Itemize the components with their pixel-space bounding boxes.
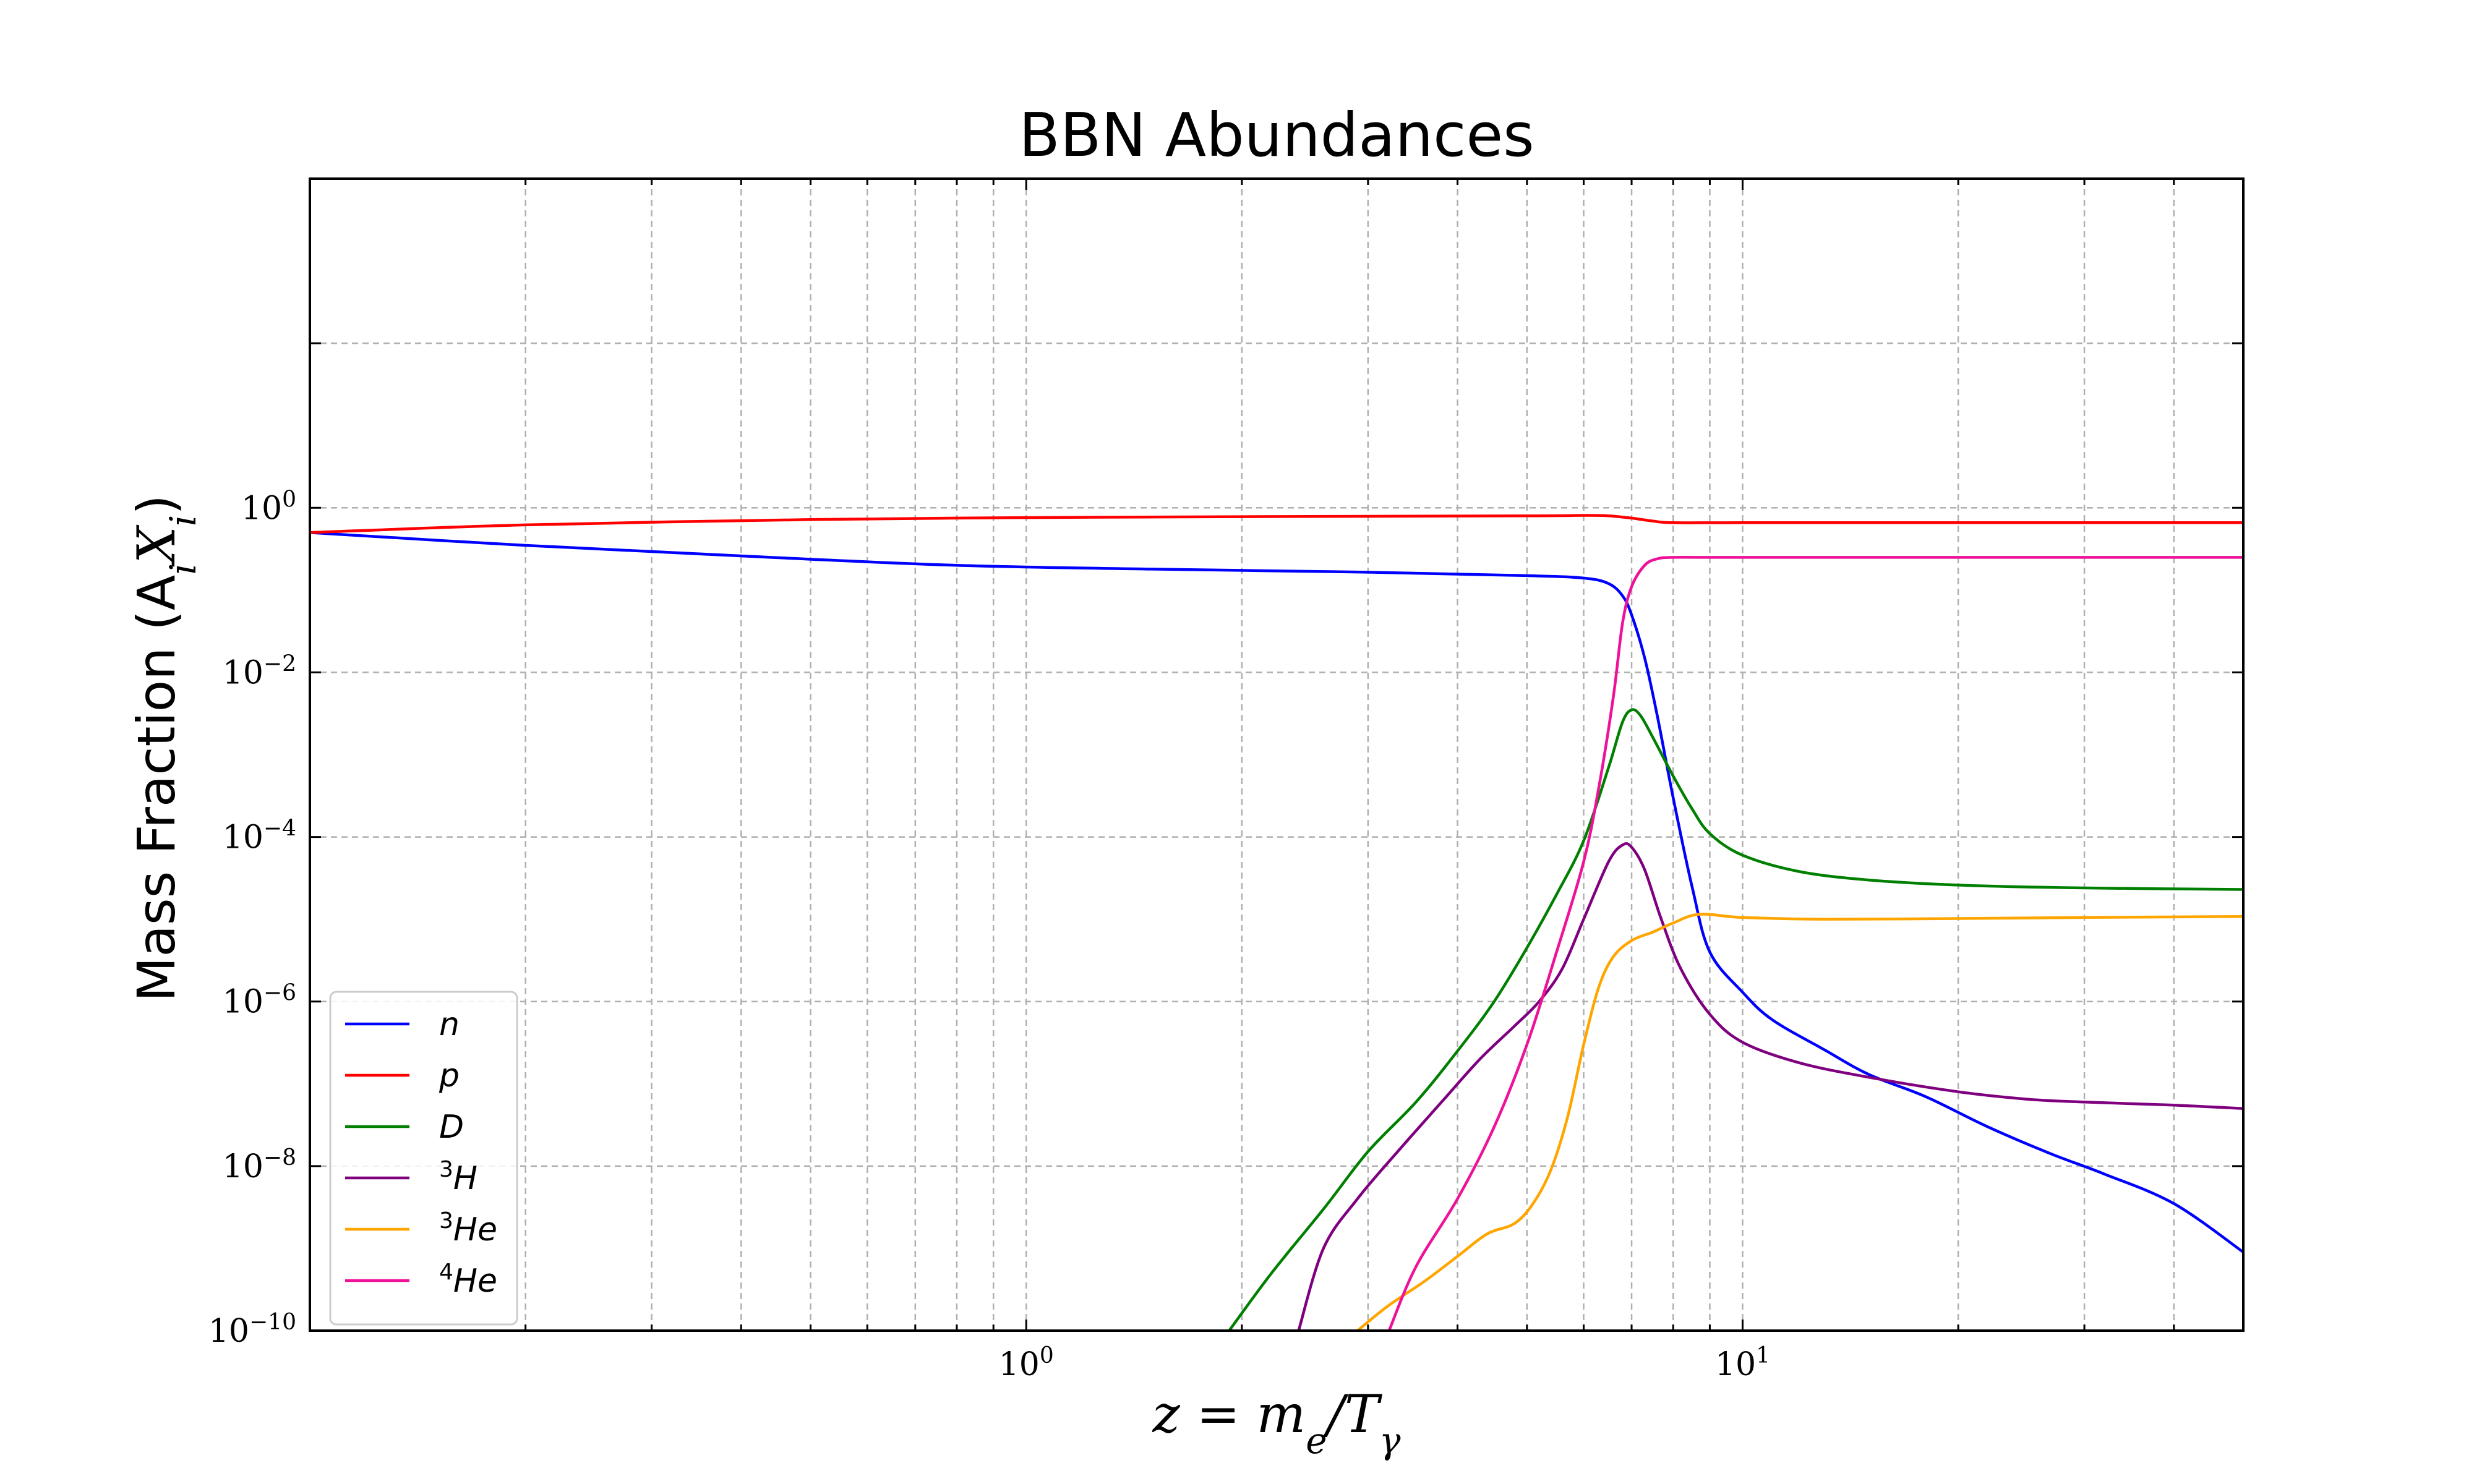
series-line-d bbox=[1228, 708, 2243, 1331]
x-tick-label: 100 bbox=[999, 1343, 1054, 1384]
series-line-3h bbox=[1297, 842, 2243, 1331]
y-tick-label: 10−2 bbox=[223, 651, 296, 692]
series-line-4he bbox=[1387, 555, 2243, 1331]
y-tick-label: 100 bbox=[241, 487, 296, 527]
legend-label: 3He bbox=[439, 1208, 497, 1249]
y-tick-label: 10−4 bbox=[223, 816, 296, 856]
series-line-p bbox=[310, 514, 2243, 534]
series-line-n bbox=[310, 531, 2243, 1254]
series-line-3he bbox=[1356, 913, 2243, 1331]
series-lines bbox=[310, 514, 2243, 1331]
x-axis-label: z = me/Tγ bbox=[1152, 1384, 1400, 1462]
legend-label: 4He bbox=[439, 1260, 497, 1300]
grid-lines bbox=[310, 179, 2243, 1331]
axis-ticks: 100 101 100 10−2 10−4 10−6 10−8 10−10 bbox=[208, 177, 2243, 1384]
chart-title: BBN Abundances bbox=[1019, 100, 1534, 170]
y-axis-label: Mass Fraction (AiXi) bbox=[126, 495, 204, 1002]
x-tick-label: 101 bbox=[1715, 1343, 1770, 1384]
legend-label: n bbox=[439, 1006, 460, 1043]
legend-label: D bbox=[439, 1109, 464, 1146]
legend-label: p bbox=[439, 1057, 460, 1094]
y-tick-label: 10−8 bbox=[223, 1145, 296, 1185]
legend-label: 3H bbox=[439, 1157, 477, 1198]
plot-frame bbox=[309, 177, 2245, 1332]
y-tick-label: 10−10 bbox=[208, 1310, 296, 1350]
legend: npD 3H 3He 4He bbox=[329, 991, 518, 1326]
y-tick-label: 10−6 bbox=[223, 980, 296, 1021]
